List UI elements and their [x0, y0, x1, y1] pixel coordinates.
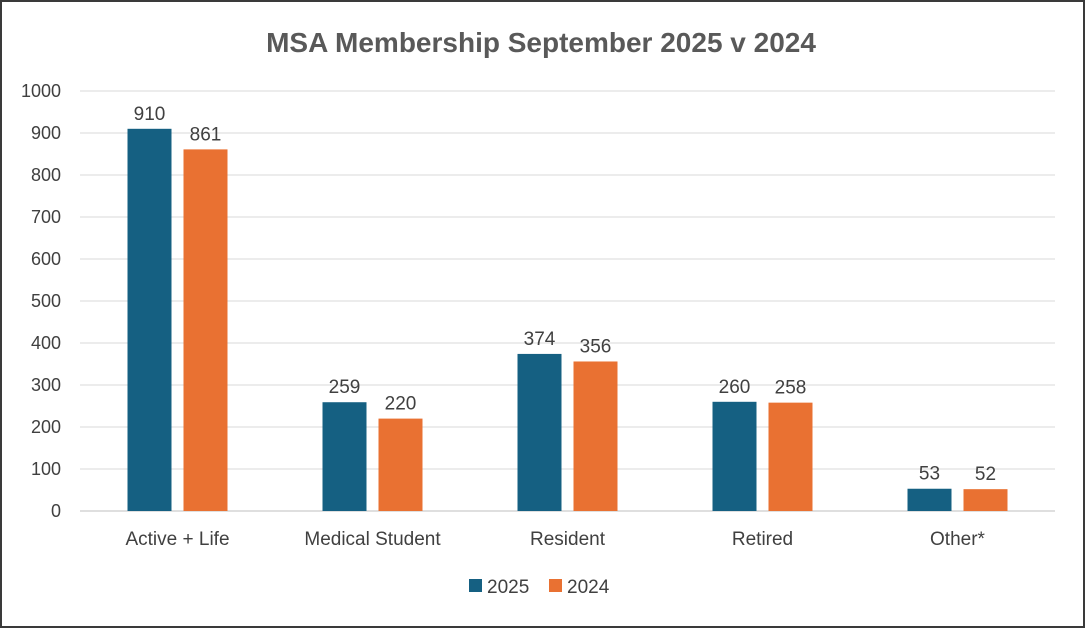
- bars: [127, 128, 1008, 512]
- category-label: Other*: [930, 529, 986, 550]
- y-axis-ticks: 0 100 200 300 400 500 600 700 800 900 1000: [21, 81, 61, 521]
- data-label: 52: [975, 464, 996, 485]
- category-label: Active + Life: [125, 529, 229, 550]
- category-label: Retired: [732, 529, 793, 550]
- y-tick-label: 600: [31, 249, 61, 269]
- y-tick-label: 700: [31, 207, 61, 227]
- bar-2025-1: [322, 402, 367, 511]
- bar-2024-3: [768, 402, 813, 511]
- y-tick-label: 300: [31, 375, 61, 395]
- y-tick-label: 100: [31, 459, 61, 479]
- y-tick-label: 400: [31, 333, 61, 353]
- bar-2025-0: [127, 128, 172, 512]
- bar-2024-2: [573, 361, 618, 511]
- bar-2025-4: [907, 488, 952, 511]
- y-tick-label: 0: [51, 501, 61, 521]
- y-tick-label: 800: [31, 165, 61, 185]
- y-tick-label: 900: [31, 123, 61, 143]
- bar-2024-0: [183, 149, 228, 511]
- bar-2025-3: [712, 401, 757, 511]
- gridlines: [80, 90, 1055, 512]
- data-label: 374: [524, 329, 556, 350]
- legend: 2025 2024: [469, 577, 610, 598]
- y-tick-label: 200: [31, 417, 61, 437]
- legend-swatch: [469, 579, 482, 592]
- data-label: 259: [329, 377, 361, 398]
- legend-swatch: [549, 579, 562, 592]
- legend-label: 2025: [487, 577, 529, 598]
- data-label: 910: [134, 104, 166, 125]
- y-tick-label: 1000: [21, 81, 61, 101]
- bar-2024-1: [378, 418, 423, 511]
- data-label: 220: [385, 394, 417, 415]
- category-label: Resident: [530, 529, 606, 550]
- data-label: 356: [580, 336, 612, 357]
- category-label: Medical Student: [304, 529, 441, 550]
- bar-2025-2: [517, 353, 562, 511]
- chart-title: MSA Membership September 2025 v 2024: [266, 27, 816, 58]
- data-label: 861: [190, 124, 222, 145]
- data-labels: 910 861 259 220 374 356 260 258 53 52: [134, 104, 996, 485]
- data-label: 258: [775, 378, 807, 399]
- data-label: 260: [719, 377, 751, 398]
- category-labels: Active + Life Medical Student Resident Reti…: [125, 529, 985, 550]
- y-tick-label: 500: [31, 291, 61, 311]
- data-label: 53: [919, 464, 940, 485]
- bar-2024-4: [963, 489, 1008, 511]
- legend-label: 2024: [567, 577, 610, 598]
